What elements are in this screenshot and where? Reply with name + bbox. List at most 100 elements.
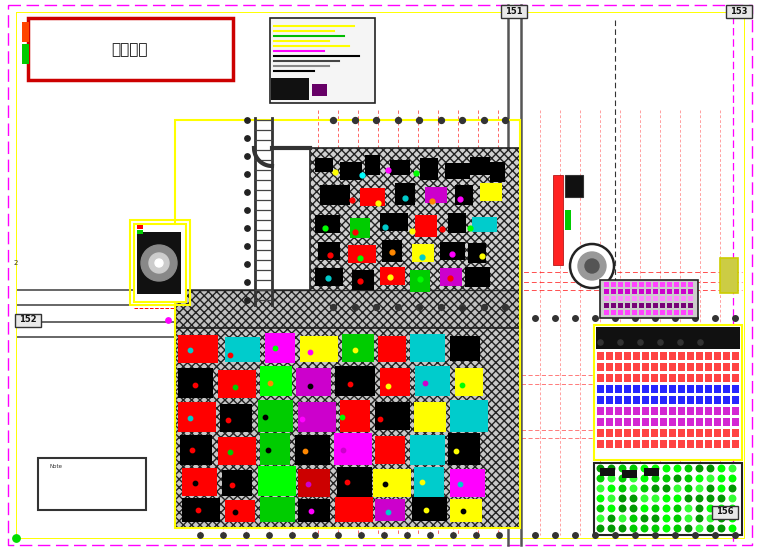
Point: [715, 504, 727, 513]
Bar: [315, 268, 343, 286]
Bar: [624, 418, 631, 426]
Bar: [651, 407, 658, 415]
Bar: [625, 296, 630, 301]
Point: [184, 414, 196, 422]
Bar: [642, 407, 649, 415]
Bar: [455, 185, 473, 205]
Point: [499, 302, 511, 311]
Bar: [624, 385, 631, 393]
Bar: [350, 218, 370, 238]
Bar: [687, 429, 694, 437]
Bar: [334, 433, 372, 465]
Bar: [723, 385, 730, 393]
Bar: [674, 310, 679, 315]
Point: [638, 504, 650, 513]
Bar: [296, 368, 331, 396]
Bar: [618, 303, 623, 308]
Bar: [674, 289, 679, 294]
Point: [638, 524, 650, 532]
Bar: [632, 296, 637, 301]
Bar: [681, 296, 686, 301]
Point: [435, 302, 447, 311]
Point: [241, 169, 253, 178]
Point: [605, 474, 617, 482]
Point: [355, 531, 367, 540]
Point: [616, 474, 628, 482]
Bar: [651, 374, 658, 382]
Bar: [270, 18, 375, 103]
Bar: [300, 336, 338, 362]
Bar: [618, 296, 623, 301]
Point: [693, 524, 705, 532]
Point: [355, 311, 367, 320]
Point: [671, 524, 683, 532]
Point: [493, 311, 505, 320]
Point: [226, 481, 238, 490]
Point: [671, 493, 683, 502]
Bar: [732, 407, 739, 415]
Bar: [714, 429, 721, 437]
Point: [416, 252, 428, 261]
Bar: [615, 352, 622, 360]
Point: [229, 383, 241, 392]
Bar: [624, 374, 631, 382]
Point: [649, 504, 661, 513]
Point: [634, 338, 646, 346]
Circle shape: [585, 259, 599, 273]
Bar: [412, 244, 434, 262]
Bar: [618, 282, 623, 287]
Bar: [615, 363, 622, 371]
Bar: [606, 352, 613, 360]
Bar: [642, 385, 649, 393]
Bar: [360, 188, 385, 206]
Point: [704, 493, 716, 502]
Bar: [732, 385, 739, 393]
Bar: [669, 385, 676, 393]
Bar: [220, 404, 252, 432]
Bar: [175, 290, 520, 328]
Point: [605, 464, 617, 472]
Bar: [667, 296, 672, 301]
Point: [549, 314, 561, 322]
Bar: [260, 366, 292, 396]
Bar: [667, 310, 672, 315]
Bar: [651, 363, 658, 371]
Bar: [723, 374, 730, 382]
Bar: [660, 440, 667, 448]
Bar: [390, 160, 410, 175]
Point: [224, 350, 236, 359]
Bar: [667, 282, 672, 287]
Point: [456, 381, 468, 389]
Bar: [732, 396, 739, 404]
Bar: [565, 175, 583, 197]
Point: [241, 260, 253, 268]
Bar: [298, 402, 336, 432]
Point: [372, 199, 384, 207]
Point: [382, 508, 394, 516]
Circle shape: [570, 244, 614, 288]
Bar: [651, 385, 658, 393]
Bar: [625, 289, 630, 294]
Bar: [639, 289, 644, 294]
Point: [594, 504, 606, 513]
Point: [627, 514, 639, 522]
Point: [349, 228, 361, 236]
Bar: [611, 310, 616, 315]
Point: [715, 493, 727, 502]
Bar: [678, 396, 685, 404]
Point: [194, 311, 206, 320]
Bar: [565, 210, 571, 230]
Bar: [678, 352, 685, 360]
Bar: [625, 282, 630, 287]
Circle shape: [155, 259, 163, 267]
Point: [605, 504, 617, 513]
Bar: [472, 217, 497, 232]
Point: [682, 483, 694, 492]
Point: [241, 188, 253, 196]
Point: [649, 493, 661, 502]
Bar: [415, 215, 437, 237]
Bar: [714, 385, 721, 393]
Point: [419, 378, 431, 387]
Bar: [696, 374, 703, 382]
Point: [459, 345, 471, 354]
